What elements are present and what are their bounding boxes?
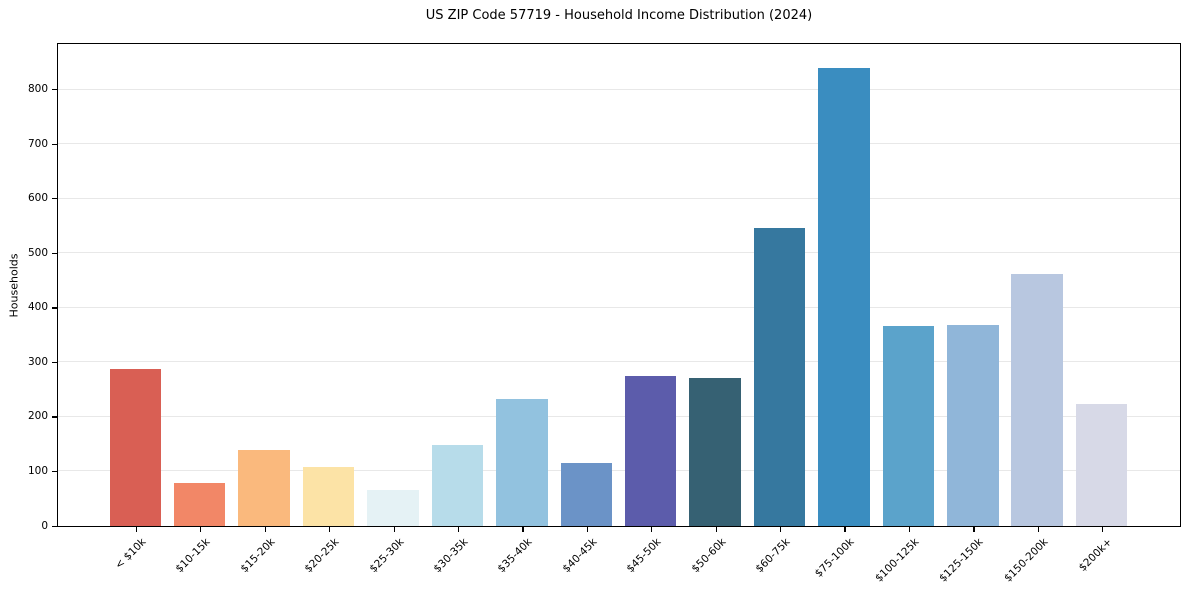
bar-75-100k: [818, 68, 870, 526]
x-tick-label-30-35k: $30-35k: [431, 536, 471, 576]
y-tick-mark: [52, 470, 57, 473]
x-tick-label-25-30k: $25-30k: [366, 536, 406, 576]
x-tick-mark: [135, 527, 137, 532]
bar-60-75k: [753, 228, 806, 526]
x-tick-mark: [264, 527, 266, 532]
x-tick-mark: [522, 527, 524, 532]
bar-15-20k: [238, 449, 290, 526]
x-tick-label-45-50k: $45-50k: [624, 536, 664, 576]
y-tick-mark: [52, 416, 57, 418]
x-tick-label-15-20k: $15-20k: [238, 536, 278, 576]
x-tick-mark: [651, 527, 653, 532]
y-tick-label-600: 600: [27, 192, 48, 205]
x-tick-label-20-25k: $20-25k: [302, 536, 342, 576]
x-tick-label-50-60k: $50-60k: [689, 536, 729, 576]
gridline-y-700: [58, 143, 1180, 145]
x-tick-mark: [973, 527, 975, 532]
bar-150-200k: [1011, 273, 1064, 526]
y-tick-label-500: 500: [27, 246, 48, 259]
x-tick-label-125-150k: $125-150k: [937, 536, 986, 585]
gridline-y-100: [58, 470, 1180, 472]
x-tick-mark: [329, 527, 331, 532]
gridline-y-500: [58, 252, 1180, 254]
y-tick-mark: [52, 143, 57, 145]
x-tick-label-10-15k: $10-15k: [173, 536, 213, 576]
x-tick-label-35-40k: $35-40k: [495, 536, 535, 576]
x-tick-label-40-45k: $40-45k: [560, 536, 600, 576]
bar-25-30k: [367, 490, 419, 526]
x-tick-label-200k: $200k+: [1076, 536, 1115, 574]
y-tick-mark: [52, 198, 57, 200]
y-tick-label-100: 100: [27, 464, 48, 477]
gridline-y-800: [58, 88, 1180, 90]
y-tick-mark: [52, 361, 57, 364]
x-tick-label-150-200k: $150-200k: [1001, 536, 1051, 585]
y-tick-label-400: 400: [27, 301, 48, 314]
x-tick-mark: [393, 527, 395, 532]
y-tick-mark: [52, 89, 57, 91]
bar-40-45k: [560, 462, 613, 526]
y-tick-label-200: 200: [27, 410, 48, 423]
plot-area: [57, 43, 1181, 527]
y-tick-label-0: 0: [41, 519, 48, 532]
x-tick-mark: [908, 527, 911, 532]
gridline-y-600: [58, 197, 1180, 199]
gridline-y-400: [58, 306, 1180, 308]
x-tick-mark: [200, 527, 202, 532]
x-tick-label-75-100k: $75-100k: [813, 536, 857, 580]
y-tick-label-300: 300: [27, 355, 48, 368]
y-tick-label-700: 700: [27, 137, 48, 150]
gridline-y-300: [58, 361, 1180, 363]
x-tick-mark: [586, 527, 588, 532]
bar-200k: [1075, 403, 1128, 526]
x-tick-mark: [457, 527, 460, 532]
x-tick-label-60-75k: $60-75k: [753, 536, 793, 576]
y-tick-label-800: 800: [27, 83, 48, 96]
x-tick-mark: [780, 527, 782, 532]
y-tick-mark: [52, 307, 57, 309]
chart-title: US ZIP Code 57719 - Household Income Dis…: [425, 8, 813, 23]
bar-35-40k: [496, 399, 548, 526]
bar-125-150k: [947, 325, 999, 526]
bar-20-25k: [302, 466, 355, 526]
x-tick-label-100-125k: $100-125k: [872, 536, 922, 585]
x-tick-mark: [1102, 527, 1104, 532]
x-tick-mark: [1037, 527, 1039, 532]
bar-100-125k: [882, 326, 935, 526]
y-tick-mark: [52, 525, 57, 527]
x-tick-mark: [844, 527, 846, 532]
bar-30-35k: [431, 445, 484, 526]
y-tick-mark: [52, 252, 57, 254]
bar-45-50k: [624, 376, 677, 526]
gridline-y-200: [58, 415, 1180, 417]
bar-10-15k: [173, 482, 226, 526]
x-tick-mark: [715, 527, 717, 532]
bar-50-60k: [689, 377, 741, 526]
x-tick-label-10k: < $10k: [112, 536, 149, 572]
bar-10k: [109, 369, 162, 526]
